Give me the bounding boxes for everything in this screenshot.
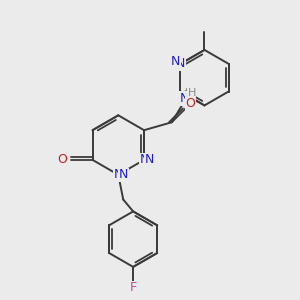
Text: O: O xyxy=(57,153,67,167)
Text: O: O xyxy=(186,97,196,110)
Text: F: F xyxy=(130,281,137,294)
Text: H: H xyxy=(188,88,196,98)
Text: N: N xyxy=(114,168,123,181)
Text: O: O xyxy=(186,97,196,110)
Text: N: N xyxy=(180,90,189,103)
Text: N: N xyxy=(171,55,180,68)
Text: N: N xyxy=(171,55,180,68)
Text: O: O xyxy=(57,153,67,167)
Text: N: N xyxy=(144,153,154,167)
Text: H: H xyxy=(184,88,193,98)
Text: N: N xyxy=(176,57,185,70)
Text: F: F xyxy=(130,281,137,294)
Text: N: N xyxy=(118,168,127,181)
Text: O: O xyxy=(186,97,196,110)
Text: N: N xyxy=(139,153,149,167)
Text: O: O xyxy=(57,153,67,167)
Text: F: F xyxy=(130,281,137,294)
Text: N: N xyxy=(118,168,128,181)
Text: N: N xyxy=(144,153,154,167)
Text: N: N xyxy=(180,92,189,105)
